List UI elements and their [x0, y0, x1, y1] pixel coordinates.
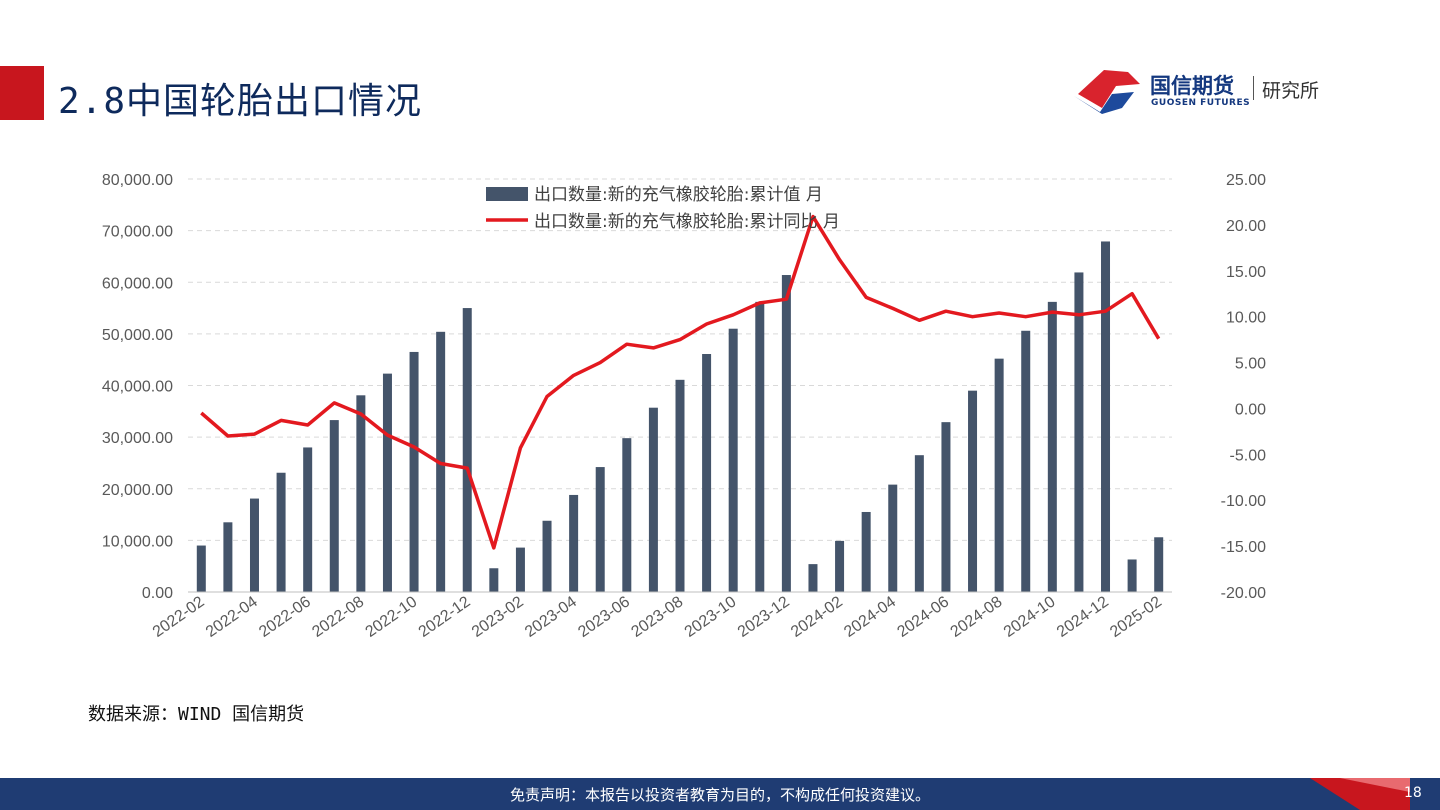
- left-axis-tick-label: 30,000.00: [102, 430, 173, 447]
- footer-bar: [0, 778, 1440, 810]
- bar: [595, 467, 605, 592]
- x-axis-tick-label: 2022-06: [256, 593, 314, 641]
- right-axis-tick-label: 15.00: [1226, 264, 1266, 281]
- company-logo: 国信期货 GUOSEN FUTURES 研究所: [1072, 64, 1372, 116]
- disclaimer-text: 免责声明：本报告以投资者教育为目的，不构成任何投资建议。: [509, 786, 930, 804]
- left-axis: 0.00 10,000.00 20,000.00 30,000.00 40,000.00…: [102, 172, 173, 602]
- bar: [1127, 559, 1137, 592]
- left-axis-tick-label: 70,000.00: [102, 224, 173, 241]
- x-axis-tick-label: 2022-04: [203, 593, 261, 641]
- bar: [968, 390, 978, 592]
- bar: [994, 358, 1004, 592]
- bar: [941, 422, 951, 592]
- logo-company-name: 国信期货: [1150, 74, 1234, 98]
- bar: [835, 540, 845, 592]
- bar: [196, 545, 206, 592]
- footer-accent-shape: [1310, 778, 1410, 810]
- x-axis-tick-label: 2025-02: [1107, 593, 1165, 641]
- left-axis-tick-label: 80,000.00: [102, 172, 173, 189]
- bar: [249, 498, 259, 592]
- left-axis-tick-label: 60,000.00: [102, 275, 173, 292]
- bar: [356, 395, 366, 592]
- left-axis-tick-label: 0.00: [142, 585, 173, 602]
- bar: [781, 275, 791, 592]
- bar: [808, 564, 818, 592]
- bar: [914, 455, 924, 592]
- left-axis-tick-label: 10,000.00: [102, 533, 173, 550]
- bar: [622, 438, 632, 592]
- source-note: 数据来源：WIND 国信期货: [88, 704, 305, 725]
- right-axis-tick-label: 20.00: [1226, 218, 1266, 235]
- logo-english-name: GUOSEN FUTURES: [1151, 98, 1251, 108]
- x-axis-tick-label: 2024-08: [948, 593, 1006, 641]
- logo-mark-icon: [1074, 70, 1140, 114]
- x-axis-tick-label: 2022-10: [362, 593, 420, 641]
- logo-divider: [1253, 76, 1254, 100]
- right-axis-tick-label: 10.00: [1226, 310, 1266, 327]
- x-axis-tick-label: 2023-08: [628, 593, 686, 641]
- right-axis-tick-label: -5.00: [1230, 447, 1267, 464]
- title-accent-bar: [0, 66, 44, 120]
- x-axis-tick-label: 2023-12: [735, 593, 793, 641]
- bar: [303, 447, 313, 592]
- right-axis-tick-label: 25.00: [1226, 172, 1266, 189]
- bar: [888, 484, 898, 592]
- right-axis-tick-label: -20.00: [1221, 585, 1266, 602]
- x-axis-tick-label: 2023-02: [469, 593, 527, 641]
- bar: [675, 379, 685, 592]
- yoy-line-series: [200, 214, 1161, 550]
- legend-line-label: 出口数量:新的充气橡胶轮胎:累计同比 月: [534, 212, 840, 232]
- left-axis-tick-label: 50,000.00: [102, 327, 173, 344]
- x-axis-tick-label: 2024-12: [1054, 593, 1112, 641]
- bar: [489, 568, 499, 592]
- bar: [569, 494, 579, 592]
- x-axis-tick-label: 2024-04: [841, 593, 899, 641]
- bar: [542, 520, 552, 592]
- bar: [648, 407, 658, 592]
- bar: [755, 301, 765, 592]
- x-axis-tick-label: 2024-06: [894, 593, 952, 641]
- legend-bar-label: 出口数量:新的充气橡胶轮胎:累计值 月: [534, 185, 823, 205]
- bar: [223, 522, 233, 592]
- right-axis: -20.00 -15.00 -10.00 -5.00 0.00 5.00 10.00 15.0…: [1221, 172, 1266, 602]
- x-axis-tick-label: 2023-10: [682, 593, 740, 641]
- x-axis-tick-label: 2024-02: [788, 593, 846, 641]
- legend-bar-swatch: [486, 187, 528, 201]
- bar: [462, 308, 472, 592]
- bar: [329, 420, 339, 592]
- page-number: 18: [1404, 785, 1422, 801]
- logo-department: 研究所: [1262, 80, 1320, 102]
- x-axis-tick-label: 2022-08: [309, 593, 367, 641]
- legend: 出口数量:新的充气橡胶轮胎:累计值 月 出口数量:新的充气橡胶轮胎:累计同比 月: [486, 185, 840, 232]
- bar: [1101, 241, 1111, 592]
- page-title: 2.8中国轮胎出口情况: [58, 81, 423, 122]
- bar: [1074, 272, 1084, 592]
- bar: [409, 351, 419, 592]
- bar: [861, 511, 871, 592]
- left-axis-tick-label: 20,000.00: [102, 482, 173, 499]
- bar: [515, 547, 525, 592]
- bar: [728, 328, 738, 592]
- bar: [382, 373, 392, 592]
- bar: [1021, 330, 1031, 592]
- bar: [276, 472, 286, 592]
- right-axis-tick-label: -10.00: [1221, 493, 1266, 510]
- x-axis: 2022-022022-042022-062022-082022-102022-…: [150, 591, 1172, 641]
- x-axis-tick-label: 2023-04: [522, 593, 580, 641]
- x-axis-tick-label: 2022-12: [416, 593, 474, 641]
- left-axis-tick-label: 40,000.00: [102, 379, 173, 396]
- right-axis-tick-label: 5.00: [1235, 356, 1266, 373]
- right-axis-tick-label: 0.00: [1235, 401, 1266, 418]
- bar: [1047, 301, 1057, 592]
- x-axis-tick-label: 2024-10: [1001, 593, 1059, 641]
- bar: [1154, 537, 1164, 592]
- right-axis-tick-label: -15.00: [1221, 539, 1266, 556]
- bar-series: [196, 241, 1164, 592]
- x-axis-tick-label: 2023-06: [575, 593, 633, 641]
- tire-export-chart: 0.00 10,000.00 20,000.00 30,000.00 40,000.00…: [102, 172, 1266, 641]
- bar: [702, 354, 712, 592]
